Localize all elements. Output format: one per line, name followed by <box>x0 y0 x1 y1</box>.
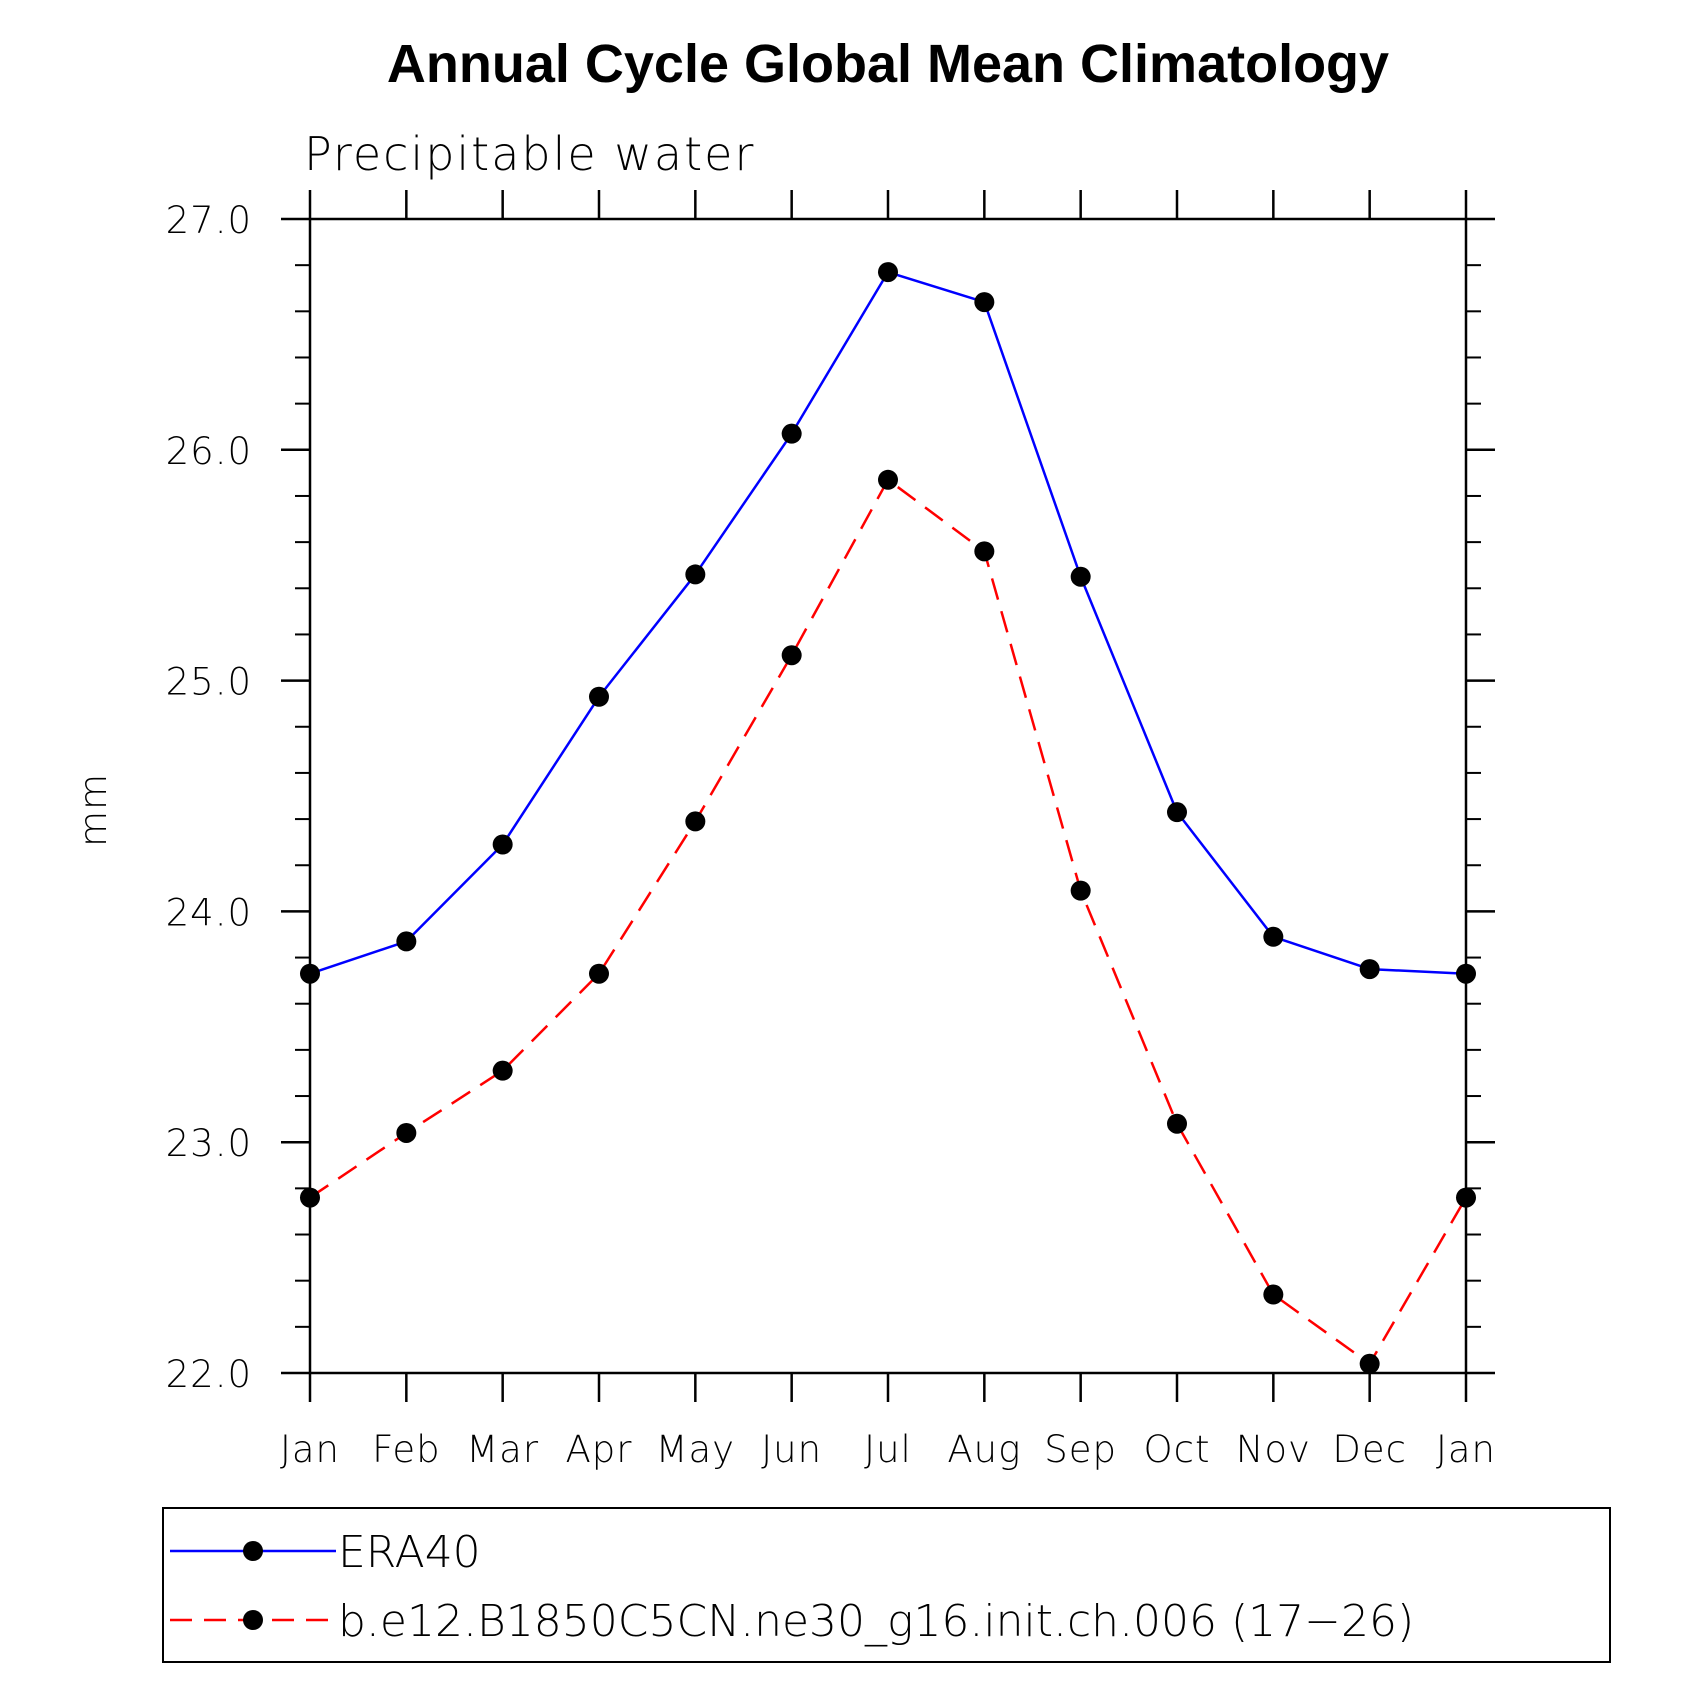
x-tick-label: Jul <box>864 1428 912 1471</box>
data-point <box>1167 1113 1187 1134</box>
y-axis-label: mm <box>72 773 115 847</box>
x-tick-label: Feb <box>372 1428 441 1471</box>
y-tick-label: 22.0 <box>166 1353 252 1396</box>
x-tick-label: Jan <box>280 1428 340 1471</box>
x-tick-label: Jan <box>1436 1428 1496 1471</box>
plot-frame <box>308 217 1468 1375</box>
data-point <box>1263 1284 1284 1305</box>
legend-marker-model <box>243 1610 263 1630</box>
y-tick-labels: 22.0 23.0 24.0 25.0 26.0 27.0 <box>166 199 252 1396</box>
x-tick-label: Dec <box>1332 1428 1407 1471</box>
data-point <box>1456 963 1476 984</box>
y-tick-label: 24.0 <box>166 891 252 934</box>
x-tick-label: Nov <box>1236 1428 1311 1471</box>
series-lines <box>309 270 1468 1366</box>
chart-title: Annual Cycle Global Mean Climatology <box>387 34 1389 94</box>
legend-label-era40: ERA40 <box>338 1527 481 1578</box>
data-point <box>1167 802 1187 823</box>
x-tick-labels: Jan Feb Mar Apr May Jun Jul Aug Sep Oct Nov Dec Jan <box>280 1428 1496 1471</box>
x-tick-label: Jun <box>761 1428 822 1471</box>
x-tick-label: Aug <box>947 1428 1021 1471</box>
data-point <box>300 963 320 984</box>
x-tick-label: Sep <box>1044 1428 1117 1471</box>
x-tick-label: May <box>656 1428 736 1471</box>
data-point <box>492 834 513 855</box>
y-tick-label: 23.0 <box>166 1122 252 1165</box>
legend-label-model: b.e12.B1850C5CN.ne30_g16.init.ch.006 (17… <box>338 1596 1414 1647</box>
y-tick-label: 26.0 <box>166 430 252 473</box>
data-point <box>396 1122 417 1143</box>
data-point <box>685 564 706 585</box>
data-point <box>1263 926 1284 947</box>
data-point <box>589 686 609 707</box>
data-point <box>1070 566 1091 587</box>
x-tick-label: Mar <box>466 1428 539 1471</box>
axis-ticks <box>281 190 1495 1402</box>
data-point <box>878 469 898 490</box>
data-point <box>781 423 802 444</box>
legend-box <box>162 1507 1611 1663</box>
data-point <box>1070 880 1091 901</box>
data-point <box>974 541 995 562</box>
x-tick-label: Apr <box>565 1428 632 1471</box>
y-tick-label: 25.0 <box>166 661 252 704</box>
data-point <box>492 1060 513 1081</box>
data-point <box>300 1187 320 1208</box>
data-point <box>781 645 802 666</box>
data-point <box>1359 1353 1380 1374</box>
data-point <box>396 931 417 952</box>
data-point <box>685 811 706 832</box>
data-point <box>1456 1187 1476 1208</box>
data-point <box>1359 959 1380 980</box>
data-point <box>878 262 898 283</box>
chart-subtitle: Precipitable water <box>304 127 755 181</box>
data-point <box>589 963 609 984</box>
series-markers <box>300 262 1476 1374</box>
y-tick-label: 27.0 <box>166 199 252 242</box>
series-line-era40 <box>309 270 1467 975</box>
data-point <box>974 292 995 313</box>
legend-marker-era40 <box>243 1541 263 1561</box>
series-line-model <box>309 478 1468 1366</box>
x-tick-label: Oct <box>1144 1428 1211 1471</box>
legend: ERA40 b.e12.B1850C5CN.ne30_g16.init.ch.0… <box>162 1507 1611 1663</box>
